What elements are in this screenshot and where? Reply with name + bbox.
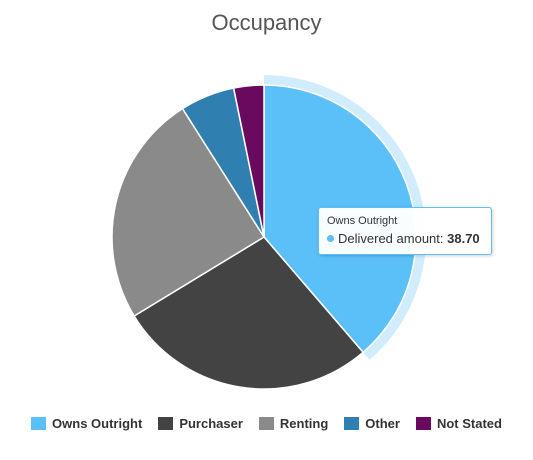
legend-item-owns-outright[interactable]: Owns Outright (31, 416, 142, 431)
legend-swatch (158, 417, 174, 430)
tooltip-value: 38.70 (447, 231, 480, 246)
legend: Owns Outright Purchaser Renting Other No… (0, 416, 533, 431)
legend-swatch (31, 417, 47, 430)
chart-title: Occupancy (211, 10, 322, 35)
tooltip-series-label: Delivered amount: (338, 231, 444, 246)
pie-slice-not-stated[interactable] (232, 84, 265, 238)
tooltip-series-dot-icon (327, 235, 334, 243)
tooltip-title: Owns Outright (327, 215, 398, 227)
legend-item-renting[interactable]: Renting (258, 416, 329, 431)
legend-swatch (258, 417, 274, 430)
legend-swatch (415, 417, 431, 430)
legend-item-not-stated[interactable]: Not Stated (415, 416, 502, 431)
tooltip-row: Delivered amount: 38.70 (327, 230, 483, 248)
legend-label: Renting (279, 416, 329, 431)
legend-label: Purchaser (179, 416, 243, 431)
legend-item-other[interactable]: Other (344, 416, 400, 431)
legend-swatch (344, 417, 360, 430)
tooltip: Owns Outright Delivered amount: 38.70 (318, 207, 492, 255)
pie-slice-renting[interactable] (111, 107, 265, 317)
legend-label: Not Stated (436, 416, 502, 431)
pie-slice-purchaser[interactable] (133, 236, 364, 390)
legend-label: Other (365, 416, 400, 431)
legend-label: Owns Outright (52, 416, 143, 431)
legend-item-purchaser[interactable]: Purchaser (158, 416, 243, 431)
